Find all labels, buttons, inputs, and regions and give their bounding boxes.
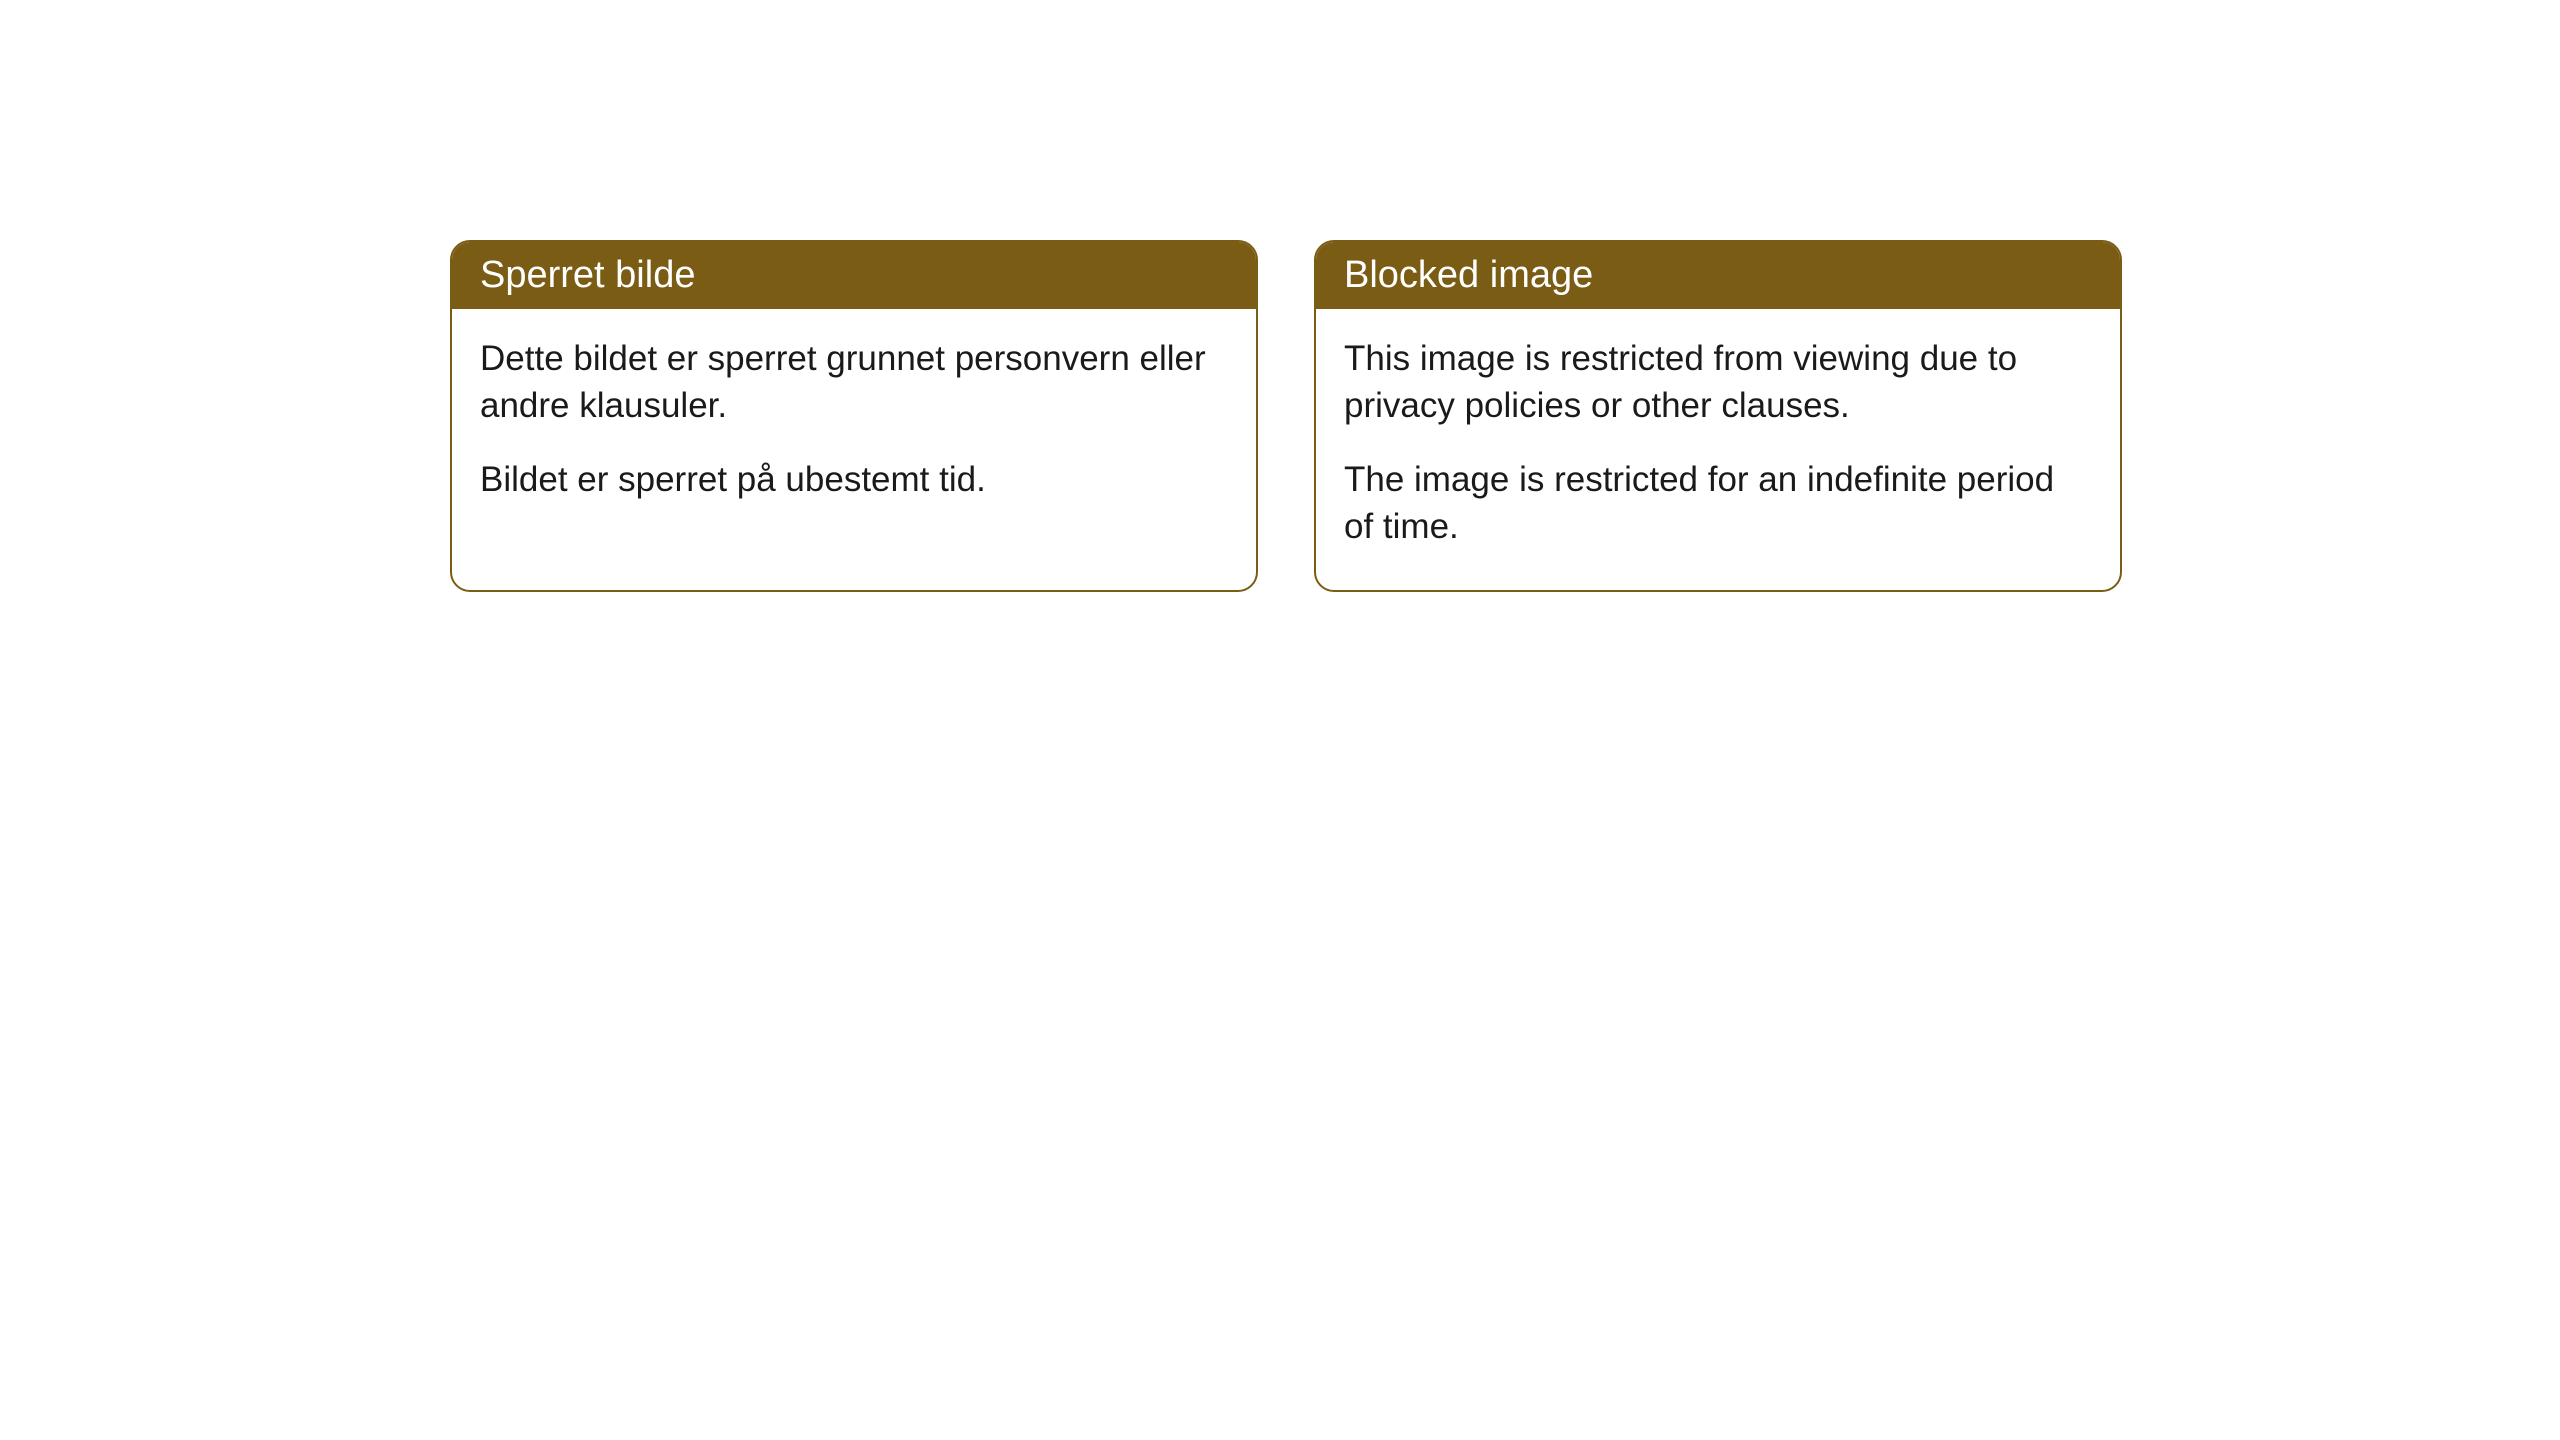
card-title: Sperret bilde: [480, 254, 695, 296]
card-body: Dette bildet er sperret grunnet personve…: [452, 309, 1256, 543]
blocked-image-card-norwegian: Sperret bilde Dette bildet er sperret gr…: [450, 240, 1258, 592]
card-title: Blocked image: [1344, 254, 1593, 296]
card-body: This image is restricted from viewing du…: [1316, 309, 2120, 590]
card-paragraph: Bildet er sperret på ubestemt tid.: [480, 456, 1228, 503]
blocked-image-card-english: Blocked image This image is restricted f…: [1314, 240, 2122, 592]
card-paragraph: The image is restricted for an indefinit…: [1344, 456, 2092, 551]
card-paragraph: Dette bildet er sperret grunnet personve…: [480, 335, 1228, 430]
card-header: Sperret bilde: [452, 242, 1256, 309]
blocked-image-cards: Sperret bilde Dette bildet er sperret gr…: [450, 240, 2560, 592]
card-paragraph: This image is restricted from viewing du…: [1344, 335, 2092, 430]
card-header: Blocked image: [1316, 242, 2120, 309]
